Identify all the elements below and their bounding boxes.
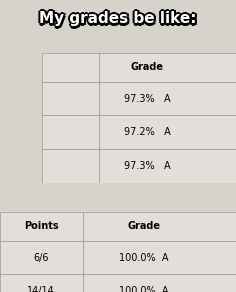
Bar (83, 274, 236, 292)
Text: 97.3%   A: 97.3% A (124, 161, 170, 171)
Text: My grades be like:: My grades be like: (39, 11, 197, 27)
Bar (42, 82, 99, 115)
Text: My grades be like:: My grades be like: (41, 13, 198, 28)
Bar (42, 149, 99, 182)
Bar (99, 149, 236, 182)
Bar (83, 212, 236, 241)
Text: 97.3%   A: 97.3% A (124, 93, 170, 104)
Bar (99, 115, 236, 149)
Text: Grade: Grade (127, 221, 160, 231)
Text: 100.0%  A: 100.0% A (119, 253, 169, 263)
Bar (83, 241, 236, 274)
Text: My grades be like:: My grades be like: (41, 11, 199, 27)
Text: 6/6: 6/6 (34, 253, 49, 263)
Bar (42, 53, 99, 82)
Bar (0, 212, 83, 241)
Text: 100.0%  A: 100.0% A (119, 286, 169, 292)
Text: My grades be like:: My grades be like: (37, 11, 195, 27)
Text: My grades be like:: My grades be like: (39, 14, 197, 29)
Bar (0, 274, 83, 292)
Bar (42, 115, 99, 149)
Bar (99, 53, 236, 82)
Text: Points: Points (24, 221, 59, 231)
Bar (99, 82, 236, 115)
Text: My grades be like:: My grades be like: (38, 13, 195, 28)
Text: My grades be like:: My grades be like: (39, 9, 197, 24)
Text: My grades be like:: My grades be like: (41, 10, 198, 25)
Text: My grades be like:: My grades be like: (38, 10, 195, 25)
Bar (0, 182, 236, 212)
Bar (0, 241, 83, 274)
Text: 14/14: 14/14 (27, 286, 55, 292)
Text: Grade: Grade (131, 62, 164, 72)
Text: 97.2%   A: 97.2% A (124, 127, 170, 137)
